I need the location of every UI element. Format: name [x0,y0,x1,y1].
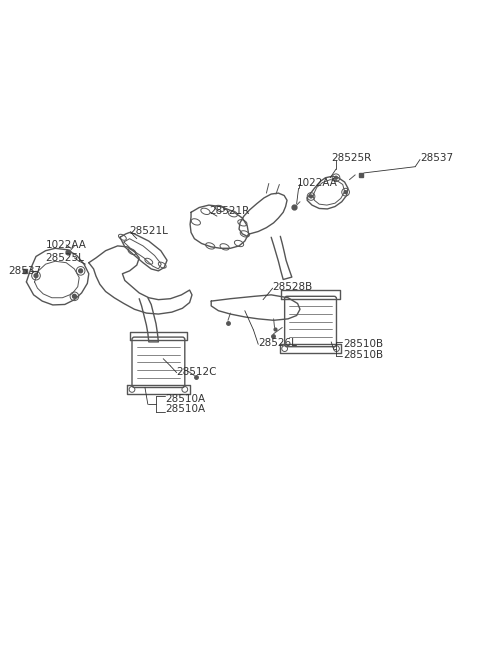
Text: 28510A: 28510A [166,404,206,414]
Circle shape [79,269,83,272]
Circle shape [34,274,38,278]
Text: 28510B: 28510B [343,339,384,349]
Text: 28537: 28537 [9,266,42,276]
Text: 1022AA: 1022AA [297,178,337,187]
Text: 28512C: 28512C [177,367,217,377]
Text: 28525R: 28525R [331,153,372,163]
Text: 28537: 28537 [420,153,453,163]
Text: 28521L: 28521L [130,225,168,236]
Circle shape [72,294,76,298]
Text: 28510B: 28510B [343,350,384,360]
Text: 28510A: 28510A [166,394,206,403]
Circle shape [344,191,347,194]
Circle shape [310,195,312,198]
Text: 28521R: 28521R [209,206,249,216]
Text: 28526L: 28526L [258,339,297,348]
Circle shape [335,176,337,179]
Text: 28525L: 28525L [46,253,84,263]
Text: 28528B: 28528B [273,282,313,292]
Text: 1022AA: 1022AA [46,240,86,250]
